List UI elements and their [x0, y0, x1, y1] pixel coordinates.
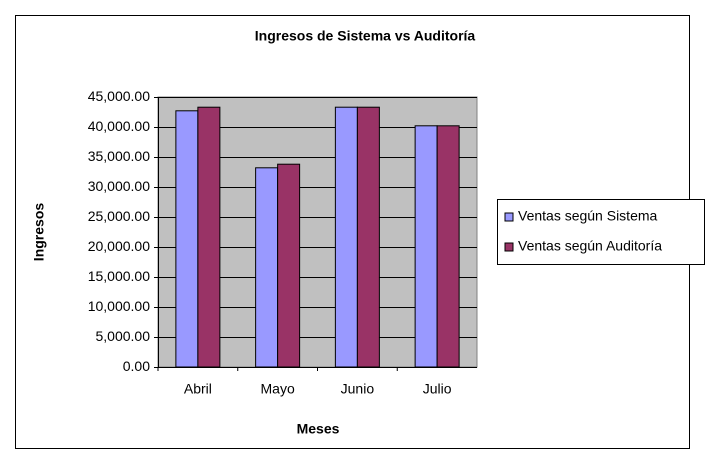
y-tick-label: 20,000.00 — [88, 238, 150, 254]
bar — [255, 167, 279, 368]
y-tick-label: 35,000.00 — [88, 148, 150, 164]
bar — [197, 106, 221, 368]
legend-label: Ventas según Sistema — [518, 208, 658, 224]
bar — [414, 125, 438, 368]
bar — [175, 110, 199, 368]
bar — [436, 125, 460, 368]
y-tick-label: 40,000.00 — [88, 118, 150, 134]
chart-title: Ingresos de Sistema vs Auditoría — [255, 28, 476, 44]
bar — [356, 106, 380, 368]
y-tick-label: 10,000.00 — [88, 298, 150, 314]
y-tick-label: 30,000.00 — [88, 178, 150, 194]
y-tick-label: 0.00 — [123, 358, 150, 374]
legend-label: Ventas según Auditoría — [518, 238, 662, 254]
y-tick-label: 45,000.00 — [88, 88, 150, 104]
y-axis-label: Ingresos — [31, 203, 47, 262]
legend-swatch — [504, 212, 514, 222]
x-tick-label: Abril — [184, 381, 212, 397]
x-tick-label: Julio — [423, 381, 452, 397]
bar — [277, 163, 301, 368]
legend-box — [497, 199, 705, 265]
x-tick-label: Junio — [341, 381, 375, 397]
legend-swatch — [504, 242, 514, 252]
y-tick-label: 15,000.00 — [88, 268, 150, 284]
y-tick-label: 5,000.00 — [96, 328, 151, 344]
x-axis-label: Meses — [297, 421, 340, 437]
y-tick-label: 25,000.00 — [88, 208, 150, 224]
bar — [334, 106, 358, 368]
x-tick-label: Mayo — [261, 381, 295, 397]
